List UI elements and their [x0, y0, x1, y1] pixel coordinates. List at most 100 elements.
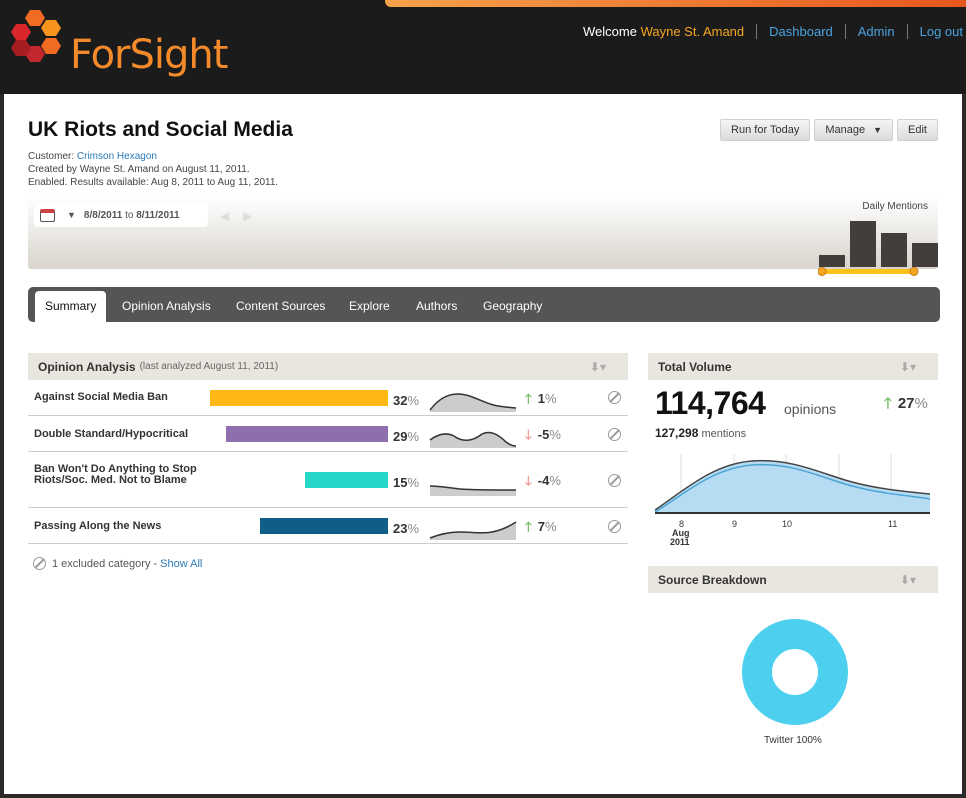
category-change: 🡓 -5%: [525, 426, 561, 448]
download-icon[interactable]: ⬇▾: [899, 573, 916, 587]
forsight-logo[interactable]: ForSight: [10, 8, 230, 84]
monitor-meta: Customer: Crimson Hexagon Created by Way…: [28, 150, 278, 189]
daily-mentions-chart[interactable]: [818, 215, 940, 277]
x-tick-11: 11: [888, 519, 898, 529]
download-icon[interactable]: ⬇▾: [589, 360, 606, 374]
tab-authors[interactable]: Authors: [416, 299, 458, 313]
pct-symbol: %: [549, 473, 561, 488]
mentions-unit: mentions: [701, 428, 747, 440]
pct-symbol: %: [407, 393, 420, 408]
excluded-text: 1 excluded category -: [52, 557, 158, 570]
category-bar: [260, 518, 388, 534]
category-label: Passing Along the News: [34, 520, 162, 532]
volume-area-chart[interactable]: [652, 452, 934, 518]
customer-label: Customer:: [28, 151, 75, 162]
pct-symbol: %: [545, 391, 557, 406]
x-tick-year: 2011: [670, 537, 690, 547]
nav-dashboard[interactable]: Dashboard: [756, 23, 845, 39]
daily-bar: [850, 221, 876, 267]
opinion-row[interactable]: Ban Won't Do Anything to Stop Riots/Soc.…: [28, 452, 628, 508]
excluded-categories: 1 excluded category - Show All: [33, 557, 202, 570]
mentions-count: 127,298 mentions: [655, 426, 746, 440]
arrow-left-icon[interactable]: ◀: [220, 209, 244, 223]
exclude-icon[interactable]: [608, 391, 621, 404]
range-handle-right: [909, 267, 919, 276]
arrow-right-icon[interactable]: ▶: [243, 209, 267, 223]
source-donut-chart[interactable]: [742, 619, 848, 725]
chevron-down-icon: ▼: [873, 125, 883, 135]
arrow-up-icon: 🡑: [525, 519, 532, 534]
arrow-up-icon: 🡑: [884, 395, 892, 412]
pct-value: 29: [393, 429, 408, 444]
pct-symbol: %: [914, 395, 928, 412]
mentions-line: [654, 459, 931, 511]
pct-symbol: %: [549, 427, 561, 442]
exclude-icon[interactable]: [608, 520, 621, 533]
run-for-today-button[interactable]: Run for Today: [720, 119, 811, 141]
x-tick-10: 10: [782, 519, 793, 529]
exclude-icon[interactable]: [608, 428, 621, 441]
trend-sparkline: [429, 521, 517, 540]
logo-text: ForSight: [70, 32, 228, 78]
source-title: Source Breakdown: [658, 572, 767, 587]
excluded-icon: [33, 557, 46, 570]
customer-link[interactable]: Crimson Hexagon: [76, 151, 157, 162]
change-value: 1: [537, 391, 545, 406]
edit-button[interactable]: Edit: [897, 119, 938, 141]
opinion-row[interactable]: Against Social Media Ban 32% 🡑 1%: [28, 380, 628, 416]
header-accent-stripe: [385, 0, 966, 7]
date-to-label: to: [125, 209, 134, 221]
total-volume-header: Total Volume ⬇▾: [648, 353, 938, 380]
category-percent: 32%: [393, 393, 419, 408]
hexagon-logo-icon: [11, 10, 61, 62]
category-percent: 23%: [393, 521, 419, 536]
download-icon[interactable]: ⬇▾: [899, 360, 916, 374]
manage-button[interactable]: Manage ▼: [814, 119, 894, 141]
top-nav: Welcome Wayne St. Amand Dashboard Admin …: [583, 22, 966, 40]
welcome-label: Welcome: [583, 23, 637, 39]
tab-summary[interactable]: Summary: [35, 291, 107, 322]
source-label: Twitter 100%: [764, 735, 822, 746]
exclude-icon[interactable]: [608, 474, 621, 487]
x-tick-9: 9: [732, 519, 738, 529]
trend-sparkline: [429, 431, 517, 448]
opinion-row[interactable]: Double Standard/Hypocritical 29% 🡓 -5%: [28, 416, 628, 452]
pct-symbol: %: [407, 475, 420, 490]
date-range-picker[interactable]: ▼ 8/8/2011 to 8/11/2011: [34, 203, 208, 227]
frame-left: [0, 94, 4, 798]
trend-sparkline: [429, 485, 517, 496]
category-percent: 15%: [393, 475, 419, 490]
opinions-line: [654, 463, 931, 513]
tab-bar: Summary Opinion Analysis Content Sources…: [28, 287, 940, 322]
opinion-subtitle: (last analyzed August 11, 2011): [139, 361, 279, 372]
top-header: ForSight Welcome Wayne St. Amand Dashboa…: [0, 0, 966, 94]
nav-admin[interactable]: Admin: [844, 23, 907, 39]
opinion-title: Opinion Analysis: [38, 359, 136, 374]
user-name[interactable]: Wayne St. Amand: [640, 23, 745, 39]
trend-sparkline: [429, 393, 517, 412]
pct-value: 32: [393, 393, 408, 408]
show-all-link[interactable]: Show All: [160, 557, 203, 570]
customer-line: Customer: Crimson Hexagon: [28, 150, 278, 163]
arrow-down-icon: 🡓: [525, 427, 532, 442]
welcome-text: Welcome Wayne St. Amand: [583, 24, 756, 39]
tab-opinion-analysis[interactable]: Opinion Analysis: [122, 299, 211, 313]
category-bar: [226, 426, 388, 442]
tab-geography[interactable]: Geography: [483, 299, 543, 313]
daily-bar: [912, 243, 938, 267]
mentions-value: 127,298: [655, 426, 699, 440]
opinion-analysis-header: Opinion Analysis (last analyzed August 1…: [28, 353, 628, 380]
category-label: Against Social Media Ban: [34, 391, 168, 403]
opinion-row[interactable]: Passing Along the News 23% 🡑 7%: [28, 508, 628, 544]
daily-bar: [819, 255, 845, 267]
category-change: 🡑 1%: [525, 390, 557, 412]
category-label: Ban Won't Do Anything to Stop Riots/Soc.…: [34, 463, 197, 486]
mentions-area: [655, 460, 930, 512]
tab-explore[interactable]: Explore: [349, 299, 390, 313]
change-value: 7: [537, 519, 545, 534]
tab-content-sources[interactable]: Content Sources: [236, 299, 326, 313]
nav-logout[interactable]: Log out: [906, 23, 966, 39]
opinions-count: 114,764: [655, 385, 766, 421]
category-bar: [305, 472, 388, 488]
arrow-up-icon: 🡑: [525, 391, 532, 406]
